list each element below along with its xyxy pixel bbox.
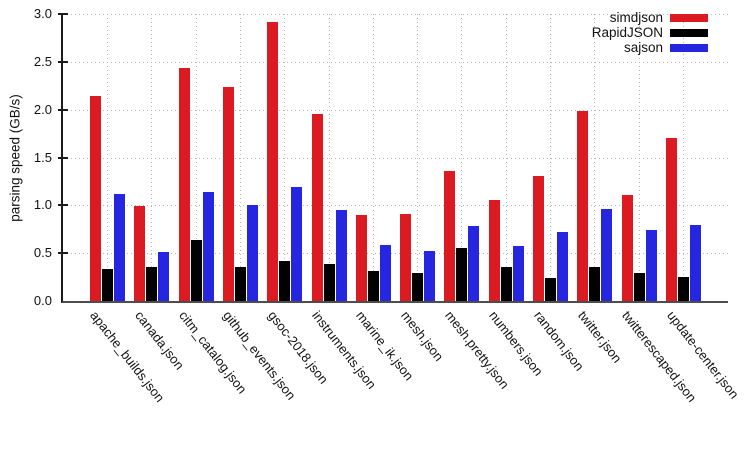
bar-RapidJSON	[633, 273, 645, 301]
horizontal-gridline	[63, 61, 728, 63]
legend-row: RapidJSON	[592, 25, 708, 40]
y-tick-mark	[58, 204, 68, 207]
legend-label-sajson: sajson	[623, 40, 663, 55]
y-tick-label: 3.0	[33, 6, 52, 21]
vertical-gridline	[417, 14, 419, 301]
y-tick-mark	[58, 108, 68, 111]
legend-row: simdjson	[592, 10, 708, 25]
horizontal-gridline	[63, 109, 728, 111]
bar-sajson	[158, 252, 170, 301]
legend-label-RapidJSON: RapidJSON	[591, 25, 663, 40]
vertical-gridline	[461, 14, 463, 301]
legend-label-simdjson: simdjson	[609, 10, 663, 25]
legend-swatch-RapidJSON	[670, 28, 708, 37]
bar-simdjson	[577, 110, 589, 301]
legend-row: sajson	[592, 40, 708, 55]
y-tick-label: 0.0	[33, 293, 52, 308]
bar-simdjson	[222, 86, 234, 301]
y-tick-mark	[58, 13, 68, 15]
horizontal-gridline	[63, 157, 728, 159]
y-tick-mark	[58, 252, 68, 255]
bar-RapidJSON	[545, 278, 557, 301]
bar-RapidJSON	[500, 266, 512, 301]
vertical-gridline	[683, 14, 685, 301]
y-tick-label: 0.5	[33, 245, 52, 261]
bar-sajson	[512, 246, 524, 301]
vertical-gridline	[195, 14, 197, 301]
bar-sajson	[601, 209, 613, 301]
bar-RapidJSON	[146, 266, 158, 301]
bar-RapidJSON	[234, 266, 246, 301]
legend-swatch-sajson	[670, 43, 708, 52]
bar-simdjson	[267, 21, 279, 301]
bar-RapidJSON	[367, 271, 379, 301]
bar-sajson	[379, 244, 391, 301]
x-tick-label: twitter.json	[575, 308, 625, 366]
bar-sajson	[645, 230, 657, 301]
bar-RapidJSON	[101, 269, 113, 301]
bar-RapidJSON	[190, 239, 202, 301]
vertical-gridline	[594, 14, 596, 301]
y-tick-mark	[58, 156, 68, 159]
plot-area	[58, 13, 728, 303]
vertical-gridline	[505, 14, 507, 301]
bar-sajson	[335, 210, 347, 301]
y-tick-label: 1.0	[33, 197, 52, 213]
bar-sajson	[468, 226, 480, 301]
bar-simdjson	[666, 138, 678, 301]
vertical-gridline	[550, 14, 552, 301]
bar-sajson	[424, 251, 436, 301]
bar-sajson	[291, 187, 303, 301]
bar-simdjson	[621, 194, 633, 301]
bar-RapidJSON	[589, 266, 601, 301]
bar-simdjson	[178, 67, 190, 301]
bar-RapidJSON	[412, 273, 424, 301]
vertical-gridline	[106, 14, 108, 301]
vertical-gridline	[638, 14, 640, 301]
bar-sajson	[557, 232, 569, 301]
bar-sajson	[246, 205, 258, 301]
bar-simdjson	[311, 114, 323, 301]
vertical-gridline	[284, 14, 286, 301]
horizontal-gridline	[63, 253, 728, 255]
vertical-gridline	[372, 14, 374, 301]
bar-RapidJSON	[323, 263, 335, 301]
bar-simdjson	[355, 214, 367, 301]
bar-sajson	[690, 225, 702, 301]
bar-sajson	[202, 191, 214, 301]
bar-simdjson	[89, 96, 101, 301]
vertical-gridline	[151, 14, 153, 301]
y-tick-mark	[58, 60, 68, 63]
vertical-gridline	[328, 14, 330, 301]
bar-RapidJSON	[678, 277, 690, 301]
bar-RapidJSON	[456, 248, 468, 301]
legend-swatch-simdjson	[670, 13, 708, 22]
bar-RapidJSON	[279, 260, 291, 301]
bar-simdjson	[533, 175, 545, 301]
horizontal-gridline	[63, 14, 728, 15]
vertical-gridline	[239, 14, 241, 301]
legend: simdjson RapidJSON sajson	[592, 10, 708, 55]
bar-simdjson	[400, 213, 412, 301]
y-tick-label: 2.0	[33, 101, 52, 117]
y-tick-label: 1.5	[33, 149, 52, 165]
x-tick-label: mesh.json	[397, 308, 447, 364]
bar-simdjson	[488, 199, 500, 301]
y-tick-label: 2.5	[33, 53, 52, 69]
bar-simdjson	[444, 170, 456, 301]
bar-sajson	[113, 193, 125, 301]
bar-simdjson	[134, 206, 146, 301]
horizontal-gridline	[63, 205, 728, 207]
